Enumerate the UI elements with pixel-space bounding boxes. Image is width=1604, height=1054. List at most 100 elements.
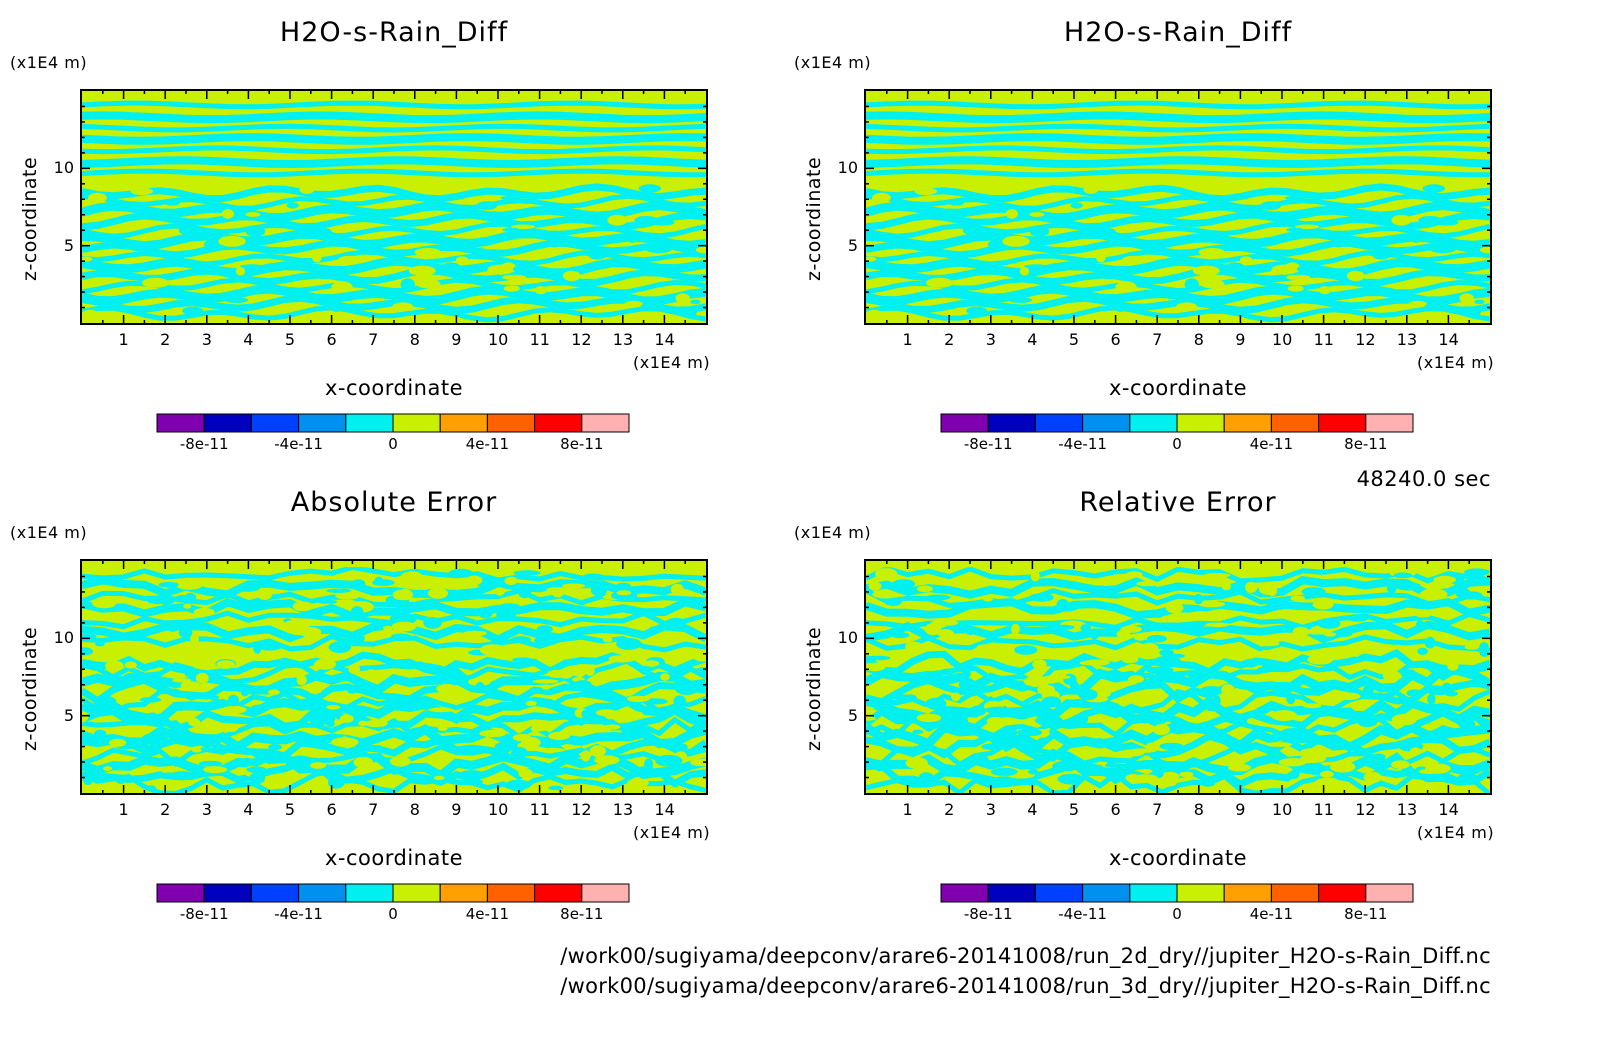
contour-blob [389, 755, 411, 767]
contour-blob [1203, 573, 1231, 578]
contour-blob [918, 772, 934, 783]
contour-blob [535, 286, 547, 295]
x-tick-label: 5 [1068, 800, 1080, 819]
contour-blob [216, 660, 236, 669]
contour-blob [583, 573, 604, 579]
contour-blob [420, 183, 433, 193]
contour-blob [1019, 267, 1030, 276]
contour-blob [1292, 626, 1310, 637]
colorbar-swatch [581, 883, 630, 903]
contour-blob [1032, 659, 1047, 670]
x-unit: (x1E4 m) [633, 823, 711, 842]
contour-blob [534, 635, 558, 646]
contour-blob [180, 681, 201, 689]
contour-blob [1095, 251, 1106, 263]
contour-blob [1479, 648, 1490, 657]
colorbar-swatch [392, 413, 441, 433]
contour-blob [373, 745, 384, 753]
contour-blob [1218, 717, 1244, 722]
heatmap-field [82, 91, 706, 323]
x-tick-label: 13 [1396, 800, 1418, 819]
contour-blob [649, 626, 664, 631]
contour-blob [141, 277, 170, 288]
x-tick-label: 1 [902, 330, 913, 349]
contour-blob [1391, 713, 1417, 726]
contour-blob [1464, 568, 1490, 576]
contour-blob [1200, 686, 1223, 694]
colorbar-swatch [1176, 883, 1225, 903]
contour-band [866, 183, 1490, 203]
contour-blob [190, 633, 199, 646]
contour-blob [1435, 219, 1459, 226]
contour-blob [1278, 758, 1307, 767]
contour-blob [925, 697, 947, 710]
contour-blob [660, 673, 670, 681]
contour-blob [1153, 724, 1170, 736]
contour-blob [982, 597, 993, 602]
colorbar-tick-label: 4e-11 [465, 435, 510, 453]
contour-blob [1148, 759, 1166, 772]
contour-blob [1286, 227, 1305, 232]
contour-blob [638, 184, 661, 193]
contour-blob [176, 581, 203, 590]
contour-blob [1120, 625, 1142, 633]
contour-blob [1200, 279, 1225, 289]
colorbar-swatch [987, 883, 1036, 903]
contour-band [82, 193, 706, 211]
contour-blob [1192, 265, 1220, 276]
contour-blob [916, 585, 934, 593]
contour-band [82, 211, 706, 231]
colorbar-swatch [156, 883, 205, 903]
contour-blob [221, 705, 247, 714]
contour-blob [574, 680, 592, 688]
contour-blob [382, 625, 393, 631]
contour-blob [328, 301, 345, 312]
contour-blob [351, 579, 366, 589]
contour-blob [866, 309, 884, 322]
colorbar-swatch [581, 413, 630, 433]
contour-blob [1028, 768, 1039, 775]
contour-blob [82, 634, 97, 639]
y-axis-label: z-coordinate [803, 156, 825, 281]
contour-blob [1287, 285, 1304, 292]
contour-blob [1159, 742, 1184, 750]
contour-band [866, 267, 1490, 286]
contour-blob [1056, 603, 1078, 612]
contour-blob [311, 251, 322, 263]
y-tick-label: 5 [63, 235, 74, 255]
contour-blob [1212, 695, 1221, 706]
contour-blob [1198, 248, 1226, 257]
colorbar-tick-label: 8e-11 [560, 905, 604, 923]
colorbar-tick-label: 8e-11 [1344, 905, 1388, 923]
colorbar-tick-label: 8e-11 [560, 435, 604, 453]
chart-title: H2O-s-Rain_Diff [279, 17, 509, 48]
x-tick-label: 10 [488, 800, 509, 819]
colorbar-tick-label: -8e-11 [963, 905, 1013, 923]
contour-blob [1112, 301, 1129, 312]
colorbar-swatch [940, 883, 989, 903]
contour-blob [607, 214, 628, 226]
contour-blob [249, 772, 266, 784]
contour-blob [1017, 728, 1042, 737]
contour-band [866, 156, 1490, 169]
x-tick-label: 9 [451, 800, 462, 819]
contour-blob [1127, 675, 1145, 683]
contour-blob [416, 279, 441, 289]
y-unit: (x1E4 m) [794, 53, 872, 72]
contour-blob [666, 617, 687, 627]
contour-blob [1301, 587, 1326, 596]
contour-band [82, 696, 706, 725]
contour-blob [1099, 231, 1121, 240]
contour-blob [966, 306, 988, 315]
contour-band [82, 294, 706, 314]
contour-blob [635, 766, 654, 772]
colorbar-swatch [250, 883, 300, 903]
contour-blob [1319, 286, 1331, 295]
contour-blob [512, 733, 532, 742]
contour-blob [866, 662, 886, 672]
x-tick-label: 9 [1235, 800, 1246, 819]
x-tick-label: 5 [284, 800, 296, 819]
colorbar-tick-label: -4e-11 [1058, 905, 1107, 923]
contour-blob [1199, 650, 1225, 657]
contour-blob [1331, 648, 1349, 656]
